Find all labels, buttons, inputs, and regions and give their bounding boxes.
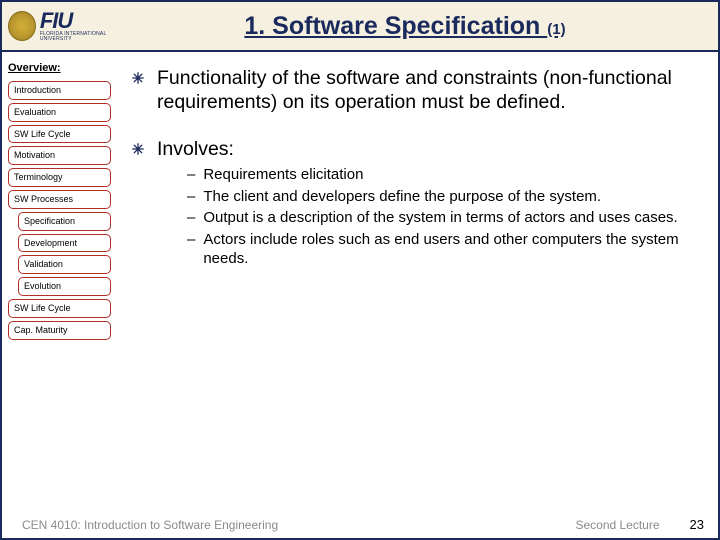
sidebar-item-terminology[interactable]: Terminology xyxy=(8,168,111,187)
sidebar-item-validation[interactable]: Validation xyxy=(18,255,111,274)
sidebar-item-label: Evaluation xyxy=(14,107,56,117)
sidebar-item-label: Terminology xyxy=(14,172,63,182)
sub-bullet-item: – The client and developers define the p… xyxy=(187,187,698,207)
sub-bullet-item: – Actors include roles such as end users… xyxy=(187,230,698,269)
sidebar-item-motivation[interactable]: Motivation xyxy=(8,146,111,165)
logo-sub: FLORIDA INTERNATIONAL UNIVERSITY xyxy=(40,32,132,42)
sidebar-item-sw-life-cycle-2[interactable]: SW Life Cycle xyxy=(8,299,111,318)
sidebar-item-label: Validation xyxy=(24,259,63,269)
footer-page-number: 23 xyxy=(690,517,704,532)
bullet-item: Involves: – Requirements elicitation – T… xyxy=(131,137,698,271)
dash-icon: – xyxy=(187,208,195,228)
sub-bullet-text: Requirements elicitation xyxy=(203,165,363,185)
sidebar-item-sw-life-cycle[interactable]: SW Life Cycle xyxy=(8,125,111,144)
sidebar-item-evaluation[interactable]: Evaluation xyxy=(8,103,111,122)
slide-body: Overview: Introduction Evaluation SW Lif… xyxy=(2,52,718,538)
footer-course: CEN 4010: Introduction to Software Engin… xyxy=(16,518,575,532)
sub-bullet-item: – Output is a description of the system … xyxy=(187,208,698,228)
dash-icon: – xyxy=(187,165,195,185)
sub-bullet-text: Actors include roles such as end users a… xyxy=(203,230,698,269)
sidebar-item-label: Development xyxy=(24,238,77,248)
sidebar: Overview: Introduction Evaluation SW Lif… xyxy=(2,52,117,538)
sub-bullet-list: – Requirements elicitation – The client … xyxy=(187,165,698,269)
sidebar-item-label: Introduction xyxy=(14,85,61,95)
sidebar-item-sw-processes[interactable]: SW Processes xyxy=(8,190,111,209)
sub-bullet-item: – Requirements elicitation xyxy=(187,165,698,185)
slide-footer: CEN 4010: Introduction to Software Engin… xyxy=(2,517,718,532)
slide-header: FIU FLORIDA INTERNATIONAL UNIVERSITY 1. … xyxy=(2,2,718,52)
asterisk-icon xyxy=(131,142,145,156)
logo: FIU FLORIDA INTERNATIONAL UNIVERSITY xyxy=(2,2,132,50)
sub-bullet-text: Output is a description of the system in… xyxy=(203,208,677,228)
dash-icon: – xyxy=(187,230,195,250)
sidebar-item-development[interactable]: Development xyxy=(18,234,111,253)
sidebar-item-evolution[interactable]: Evolution xyxy=(18,277,111,296)
bullet-item: Functionality of the software and constr… xyxy=(131,66,698,115)
slide-frame: FIU FLORIDA INTERNATIONAL UNIVERSITY 1. … xyxy=(0,0,720,540)
sidebar-item-cap-maturity[interactable]: Cap. Maturity xyxy=(8,321,111,340)
bullet-text: Functionality of the software and constr… xyxy=(157,66,698,115)
sidebar-heading: Overview: xyxy=(8,62,111,74)
university-seal-icon xyxy=(8,11,36,41)
slide-title: 1. Software Specification (1) xyxy=(132,12,718,41)
sub-bullet-text: The client and developers define the pur… xyxy=(203,187,601,207)
bullet-text: Involves: xyxy=(157,137,698,161)
sidebar-item-label: Cap. Maturity xyxy=(14,325,68,335)
sidebar-item-label: Specification xyxy=(24,216,75,226)
sidebar-item-label: SW Life Cycle xyxy=(14,129,71,139)
content-area: Functionality of the software and constr… xyxy=(117,52,718,538)
sidebar-item-label: SW Life Cycle xyxy=(14,303,71,313)
sidebar-item-specification[interactable]: Specification xyxy=(18,212,111,231)
sidebar-item-introduction[interactable]: Introduction xyxy=(8,81,111,100)
logo-main: FIU xyxy=(40,10,132,32)
sidebar-item-label: Motivation xyxy=(14,150,55,160)
title-sub: (1) xyxy=(547,21,565,38)
title-main: 1. Software Specification xyxy=(244,12,547,40)
logo-text: FIU FLORIDA INTERNATIONAL UNIVERSITY xyxy=(40,10,132,42)
sidebar-item-label: SW Processes xyxy=(14,194,73,204)
bullet-block: Involves: – Requirements elicitation – T… xyxy=(157,137,698,271)
asterisk-icon xyxy=(131,71,145,85)
footer-lecture: Second Lecture xyxy=(575,518,689,532)
dash-icon: – xyxy=(187,187,195,207)
sidebar-item-label: Evolution xyxy=(24,281,61,291)
